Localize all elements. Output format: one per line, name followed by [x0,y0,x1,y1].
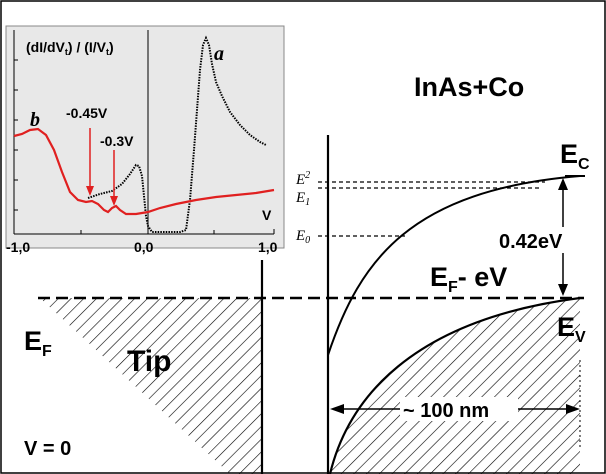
width-label-bg [400,397,518,421]
inset-xtick-1: 1,0 [258,239,278,255]
inset-plot: (dI/dVt) / (I/Vt) a b -0.45V -0.3V V -1,… [5,25,285,255]
gap-arrow-bottom [558,284,568,296]
tip-label: Tip [127,345,171,378]
annotation-045: -0.45V [66,105,108,121]
inset-background [5,25,285,249]
curve-b-label: b [30,109,40,131]
bias-fermi-label: EF- eV [430,262,507,296]
gap-arrow-top [558,178,568,190]
curve-b [13,127,275,216]
inset-xtick-0: 0,0 [134,239,154,255]
level-e1-label: E1 [295,190,310,208]
gap-label-bg [496,227,600,253]
tip-fermi-label: EF [24,326,52,360]
voltage-label: V = 0 [24,438,71,460]
level-e0-label: E0 [295,228,310,246]
inset-x-ticks [13,229,275,234]
conduction-band-curve [327,175,581,356]
arrow-03-head [110,196,118,206]
ev-label: EV [557,312,586,346]
arrow-045-head [86,186,94,196]
annotation-03: -0.3V [100,133,134,149]
width-arrow-left [330,404,344,414]
material-title: InAs+Co [414,72,524,102]
curve-a [87,35,267,233]
gap-label: 0.42eV [499,231,563,253]
valence-band-filled-states [330,298,580,474]
width-arrow-right [566,404,580,414]
curve-a-label: a [214,43,224,65]
inset-y-ticks [14,59,18,211]
tip-filled-states [40,298,262,474]
inset-xlabel: V [262,207,272,223]
ec-label: EC [560,139,590,173]
width-label: ~ 100 nm [403,400,489,422]
level-e2-label: E2 [295,170,310,188]
inset-xtick-neg1: -1,0 [6,239,30,255]
valence-band-curve [328,296,581,474]
inset-ylabel: (dI/dVt) / (I/Vt) [26,39,114,57]
